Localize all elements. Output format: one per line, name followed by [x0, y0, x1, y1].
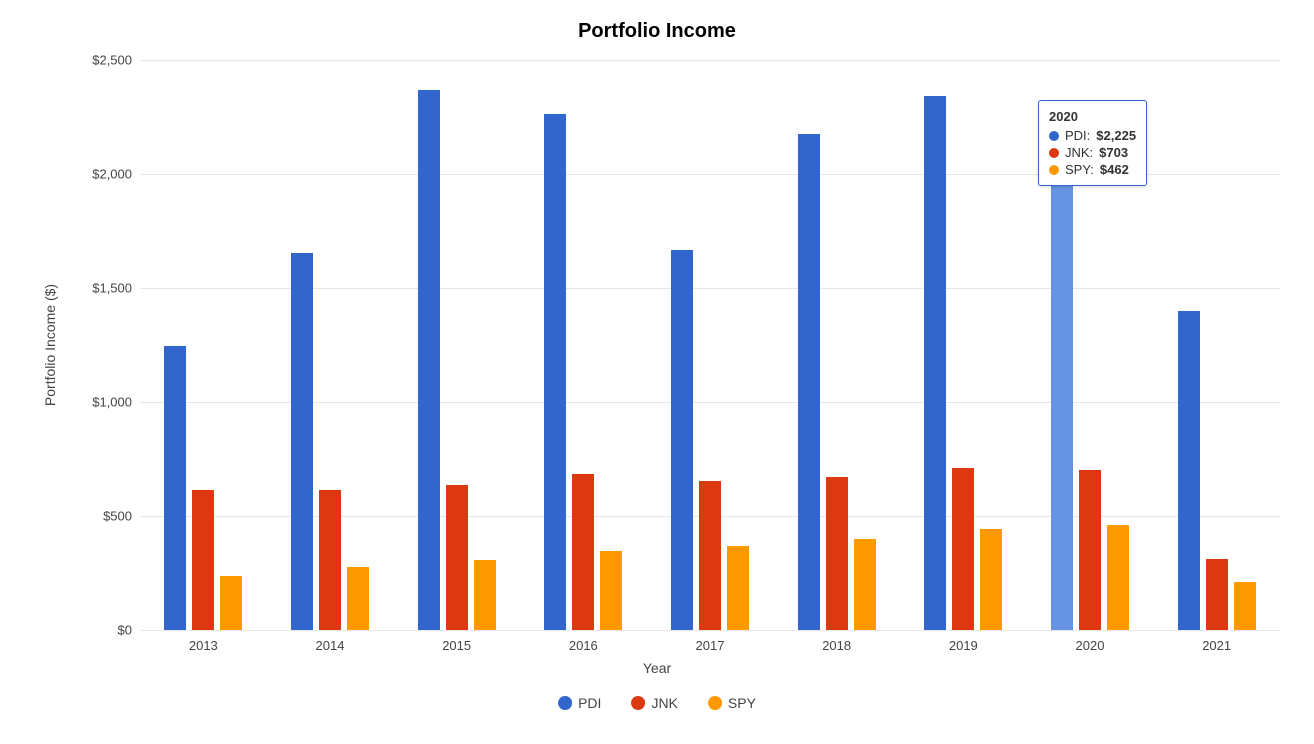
- x-tick-label: 2014: [316, 638, 345, 653]
- bar-pdi[interactable]: [418, 90, 440, 630]
- bar-pdi[interactable]: [924, 96, 946, 630]
- legend-item-pdi[interactable]: PDI: [558, 695, 601, 711]
- legend-marker-icon: [631, 696, 645, 710]
- x-tick-label: 2019: [949, 638, 978, 653]
- bar-jnk[interactable]: [572, 474, 594, 630]
- y-tick-label: $2,000: [92, 167, 132, 182]
- bar-jnk[interactable]: [446, 485, 468, 630]
- bar-spy[interactable]: [474, 560, 496, 630]
- grid-line: [140, 630, 1280, 631]
- bar-jnk[interactable]: [952, 468, 974, 630]
- bar-spy[interactable]: [220, 576, 242, 630]
- bar-pdi[interactable]: [671, 250, 693, 630]
- x-axis-title: Year: [643, 660, 671, 676]
- tooltip-label: SPY:: [1065, 162, 1094, 177]
- bar-pdi[interactable]: [291, 253, 313, 630]
- bar-spy[interactable]: [1234, 582, 1256, 630]
- x-tick-label: 2015: [442, 638, 471, 653]
- portfolio-income-chart: Portfolio Income Portfolio Income ($) $0…: [20, 20, 1294, 724]
- y-tick-label: $500: [103, 509, 132, 524]
- x-tick-label: 2017: [696, 638, 725, 653]
- bar-pdi[interactable]: [798, 134, 820, 630]
- bar-pdi[interactable]: [1051, 123, 1073, 630]
- tooltip-value: $2,225: [1096, 128, 1136, 143]
- legend-item-jnk[interactable]: JNK: [631, 695, 677, 711]
- bar-spy[interactable]: [727, 546, 749, 630]
- bar-spy[interactable]: [854, 539, 876, 630]
- bar-jnk[interactable]: [1079, 470, 1101, 630]
- y-axis-title: Portfolio Income ($): [42, 284, 58, 406]
- legend-marker-icon: [558, 696, 572, 710]
- tooltip-dot-icon: [1049, 148, 1059, 158]
- legend-label: SPY: [728, 695, 756, 711]
- x-tick-label: 2016: [569, 638, 598, 653]
- grid-line: [140, 60, 1280, 61]
- tooltip-value: $703: [1099, 145, 1128, 160]
- bar-spy[interactable]: [347, 567, 369, 630]
- bar-pdi[interactable]: [164, 346, 186, 630]
- bar-pdi[interactable]: [1178, 311, 1200, 630]
- tooltip-title: 2020: [1049, 109, 1136, 124]
- bar-jnk[interactable]: [1206, 559, 1228, 630]
- tooltip-label: PDI:: [1065, 128, 1090, 143]
- x-tick-label: 2021: [1202, 638, 1231, 653]
- bar-jnk[interactable]: [192, 490, 214, 630]
- x-tick-label: 2020: [1076, 638, 1105, 653]
- chart-title: Portfolio Income: [20, 20, 1294, 43]
- bar-pdi[interactable]: [544, 114, 566, 630]
- bar-jnk[interactable]: [699, 481, 721, 630]
- y-tick-label: $1,500: [92, 281, 132, 296]
- x-tick-label: 2018: [822, 638, 851, 653]
- tooltip-row: PDI: $2,225: [1049, 128, 1136, 143]
- x-tick-label: 2013: [189, 638, 218, 653]
- legend: PDI JNK SPY: [558, 695, 756, 711]
- tooltip-dot-icon: [1049, 131, 1059, 141]
- bar-jnk[interactable]: [826, 477, 848, 630]
- tooltip-label: JNK:: [1065, 145, 1093, 160]
- legend-label: PDI: [578, 695, 601, 711]
- legend-label: JNK: [651, 695, 677, 711]
- legend-item-spy[interactable]: SPY: [708, 695, 756, 711]
- tooltip-row: JNK: $703: [1049, 145, 1136, 160]
- bar-jnk[interactable]: [319, 490, 341, 630]
- tooltip-row: SPY: $462: [1049, 162, 1136, 177]
- plot-area: $0$500$1,000$1,500$2,000$2,5002013201420…: [140, 60, 1280, 630]
- tooltip-dot-icon: [1049, 165, 1059, 175]
- bar-spy[interactable]: [980, 529, 1002, 630]
- tooltip: 2020PDI: $2,225JNK: $703SPY: $462: [1038, 100, 1147, 186]
- bar-spy[interactable]: [1107, 525, 1129, 630]
- legend-marker-icon: [708, 696, 722, 710]
- bar-spy[interactable]: [600, 551, 622, 630]
- y-tick-label: $1,000: [92, 395, 132, 410]
- y-tick-label: $2,500: [92, 53, 132, 68]
- y-tick-label: $0: [118, 623, 132, 638]
- tooltip-value: $462: [1100, 162, 1129, 177]
